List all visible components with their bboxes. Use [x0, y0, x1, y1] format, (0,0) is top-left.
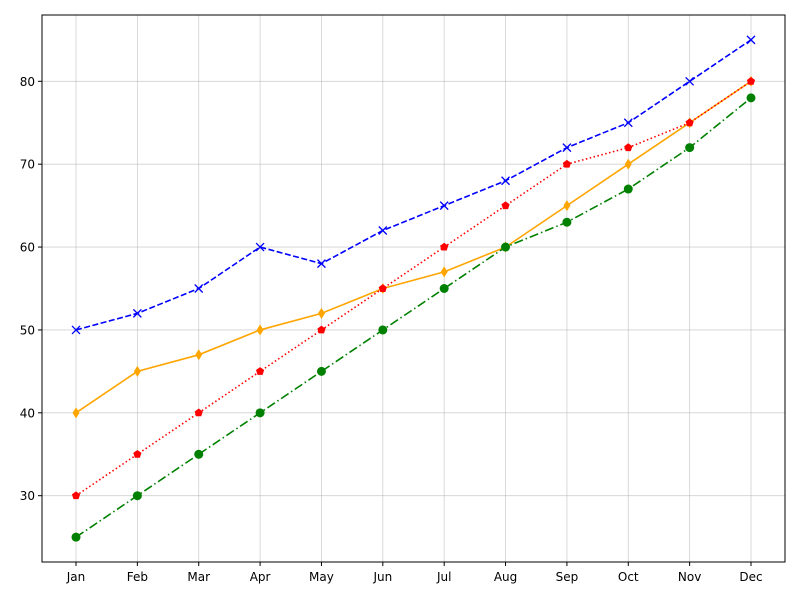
data-point [623, 118, 633, 128]
data-point [71, 532, 81, 542]
data-point [378, 284, 387, 292]
y-tick-label: 70 [20, 158, 35, 172]
series-line-2 [75, 80, 752, 414]
data-point [562, 159, 571, 168]
x-tick-label: Jul [436, 570, 451, 584]
data-point [501, 242, 511, 252]
data-point [624, 158, 632, 170]
data-point [439, 284, 449, 293]
series-markers [71, 35, 756, 542]
series-lines [75, 39, 752, 538]
data-point [255, 408, 265, 418]
data-point [195, 349, 203, 361]
data-point [132, 308, 142, 318]
x-tick-label: Jun [372, 570, 392, 584]
data-point [317, 307, 325, 319]
series-line-3 [75, 80, 752, 497]
data-point [563, 200, 571, 212]
data-point [133, 449, 142, 458]
data-point [685, 143, 695, 153]
data-point [624, 143, 633, 152]
data-point [378, 226, 388, 235]
x-tick-label: Oct [618, 570, 639, 584]
data-point [746, 35, 756, 45]
data-point [72, 407, 80, 419]
plot-frame [41, 14, 786, 563]
data-point [71, 491, 81, 500]
x-tick-label: Nov [678, 570, 701, 584]
data-point [746, 77, 756, 85]
data-point [317, 325, 326, 334]
y-tick-label: 60 [20, 241, 35, 255]
x-tick-label: Dec [739, 570, 762, 584]
y-tick-label: 80 [20, 75, 35, 89]
data-point [623, 184, 633, 194]
series-4-markers [71, 93, 756, 542]
data-point [685, 76, 695, 86]
data-point [194, 449, 204, 459]
x-tick-label: Sep [556, 570, 579, 584]
series-1-markers [71, 35, 756, 335]
x-tick-label: Mar [187, 570, 210, 584]
data-point [440, 242, 449, 251]
x-tick-label: May [309, 570, 334, 584]
y-tick-label: 40 [20, 406, 35, 420]
x-tick-label: Jan [66, 570, 86, 584]
data-point [562, 143, 572, 153]
data-point [685, 118, 694, 127]
y-tick-label: 30 [20, 489, 35, 503]
data-point [316, 366, 326, 376]
data-point [501, 176, 511, 186]
x-tick-label: Aug [494, 570, 517, 584]
data-point [132, 491, 142, 501]
y-tick-label: 50 [20, 323, 35, 337]
data-point [501, 201, 510, 210]
x-tick-label: Apr [250, 570, 271, 584]
data-point [256, 367, 265, 375]
data-point [439, 201, 449, 211]
data-point [71, 325, 81, 335]
x-tick-label: Feb [127, 570, 148, 584]
series-line-4 [75, 97, 752, 538]
series-3-markers [71, 77, 756, 500]
data-point [256, 324, 264, 336]
data-point [746, 93, 756, 103]
series-line-1 [75, 39, 752, 331]
data-point [255, 242, 265, 252]
data-point [562, 217, 572, 227]
data-point [378, 325, 388, 335]
x-axis: Jan Feb Mar Apr May Jun Jul Aug Sep Oct Nov Dec [66, 562, 763, 584]
data-point [133, 365, 141, 377]
data-point [194, 284, 204, 293]
grid-lines [42, 15, 785, 562]
data-point [440, 266, 448, 278]
data-point [194, 408, 203, 417]
y-axis: 30 40 50 60 70 80 [20, 75, 42, 503]
data-point [316, 259, 326, 269]
